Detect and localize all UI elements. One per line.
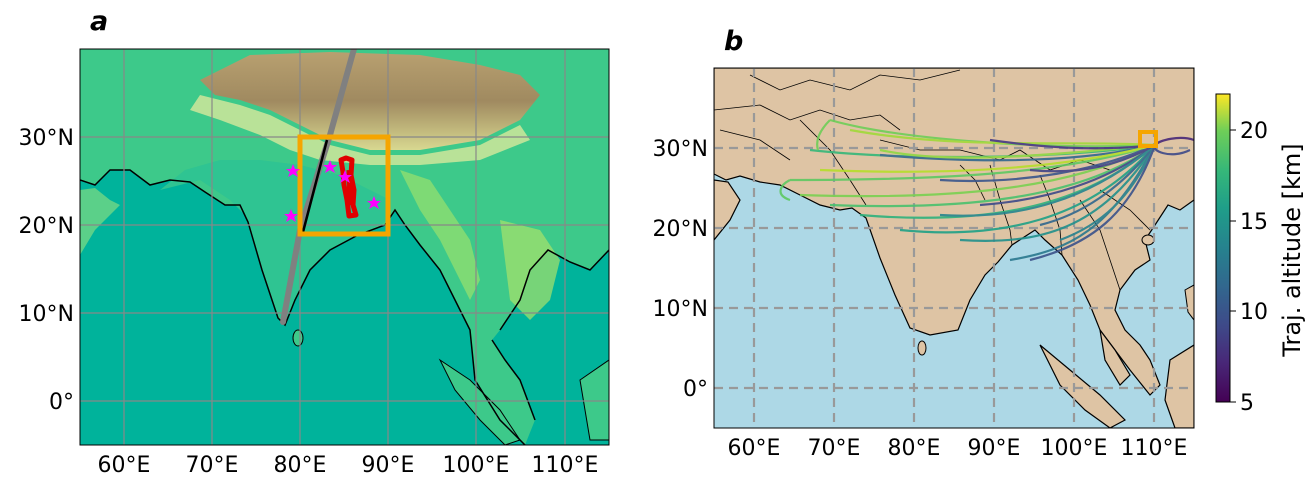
trajectory <box>1059 144 1157 242</box>
trajectories <box>779 118 1194 262</box>
trajectory <box>939 143 1156 183</box>
trajectory <box>979 144 1156 207</box>
lat-tick: 20°N <box>19 214 74 239</box>
panel-a: a <box>19 6 610 478</box>
star-marker <box>323 160 337 173</box>
lat-tick: 10°N <box>653 297 708 322</box>
lon-tick: 70°E <box>186 453 239 478</box>
lon-ticks-a: 60°E 70°E 80°E 90°E 100°E 110°E <box>98 453 599 478</box>
panel-a-letter: a <box>90 6 108 37</box>
lat-ticks-a: 30°N 20°N 10°N 0° <box>19 126 74 415</box>
underflight-segment <box>301 139 329 233</box>
colorbar-tick: 10 <box>1240 300 1268 325</box>
panel-b-letter: b <box>724 26 743 57</box>
region-box-b <box>1138 130 1158 148</box>
philippines-b <box>1184 284 1194 321</box>
sri-lanka-b <box>917 340 927 356</box>
colorbar-tick: 5 <box>1240 391 1254 416</box>
trajectory <box>899 144 1156 234</box>
hainan-b <box>1141 234 1155 246</box>
trajectory <box>816 119 831 151</box>
station-stars <box>284 160 381 222</box>
trajectory <box>959 144 1156 242</box>
trajectory <box>939 144 1156 217</box>
colorbar-gradient <box>1215 93 1231 403</box>
lat-tick: 0° <box>683 377 708 402</box>
lon-tick: 60°E <box>728 436 781 461</box>
sumatra-a <box>438 358 521 445</box>
india-a <box>160 160 390 325</box>
frame-a <box>79 48 610 446</box>
star-marker <box>286 164 300 177</box>
lon-tick: 100°E <box>443 453 510 478</box>
lat-tick: 30°N <box>653 137 708 162</box>
star-marker <box>284 209 298 222</box>
lon-tick: 90°E <box>362 453 415 478</box>
sri-lanka-a <box>292 329 304 347</box>
lon-tick: 80°E <box>888 436 941 461</box>
lon-ticks-b: 60°E 70°E 80°E 90°E 100°E 110°E <box>728 436 1188 461</box>
region-box-a <box>297 134 391 237</box>
panel-a-map <box>80 49 609 445</box>
lon-tick: 100°E <box>1041 436 1108 461</box>
himalaya-fringe <box>190 95 530 165</box>
star-marker <box>338 170 352 183</box>
arabia-a <box>80 188 120 255</box>
frame-b <box>713 67 1195 429</box>
se-asia-a <box>400 170 480 300</box>
trajectory <box>1029 144 1156 173</box>
arabia-b <box>714 179 741 241</box>
lon-tick: 70°E <box>808 436 861 461</box>
trajectory <box>789 143 1156 182</box>
colorbar-tick: 20 <box>1240 119 1268 144</box>
malay-b <box>1099 329 1131 386</box>
lon-tick: 110°E <box>1121 436 1188 461</box>
grid-b <box>714 68 1194 428</box>
panel-b: b <box>653 26 1195 461</box>
lat-tick: 30°N <box>19 126 74 151</box>
lon-tick: 80°E <box>274 453 327 478</box>
colorbar-tick: 15 <box>1240 210 1268 235</box>
trajectory <box>1029 144 1157 262</box>
trajectory <box>819 143 1156 173</box>
trajectory <box>779 179 791 202</box>
lon-tick: 90°E <box>968 436 1021 461</box>
trajectory <box>1039 144 1156 227</box>
lat-ticks-b: 30°N 20°N 10°N 0° <box>653 137 708 402</box>
lon-tick: 60°E <box>98 453 151 478</box>
lat-tick: 20°N <box>653 217 708 242</box>
tibet-plateau <box>200 52 540 150</box>
colorbar-label: Traj. altitude [km] <box>1278 143 1306 357</box>
star-marker <box>367 196 381 209</box>
lat-tick: 10°N <box>19 302 74 327</box>
panel-b-map <box>714 68 1194 428</box>
colorbar: 20 15 10 5 Traj. altitude [km] <box>1215 93 1306 416</box>
lat-tick: 0° <box>49 390 74 415</box>
borneo-b <box>1164 344 1194 428</box>
trajectory <box>829 144 1156 208</box>
trajectory <box>1009 144 1156 262</box>
lon-tick: 110°E <box>532 453 599 478</box>
borneo-a <box>579 359 609 441</box>
